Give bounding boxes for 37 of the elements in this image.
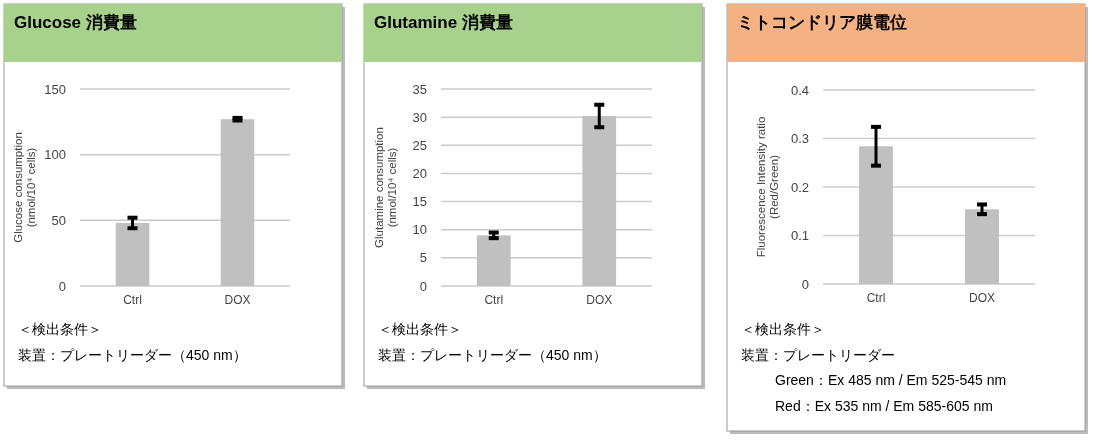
y-tick-label: 20 bbox=[412, 165, 427, 181]
text: Red：Ex 535 nm / Em 585-605 nm bbox=[775, 397, 993, 414]
y-tick-label: 5 bbox=[419, 250, 427, 266]
y-tick-label: 50 bbox=[51, 212, 66, 228]
text: 装置：プレートリーダー bbox=[741, 346, 895, 363]
chart-title: Glucose 消費量 bbox=[14, 13, 137, 32]
chart-title: ミトコンドリア膜電位 bbox=[737, 13, 907, 32]
y-axis-title: Glucose consumption (nmol/10⁴ cells) bbox=[11, 132, 37, 243]
y-axis-title: Fluorescence Intensity ratio (Red/Green) bbox=[754, 116, 780, 258]
text: 装置：プレートリーダー（450 nm） bbox=[18, 346, 247, 363]
y-tick-label: 0.3 bbox=[790, 131, 809, 146]
y-tick-label: 0 bbox=[419, 278, 427, 294]
text: Green：Ex 485 nm / Em 525-545 nm bbox=[775, 372, 1007, 388]
y-tick-label: 0.4 bbox=[790, 82, 809, 98]
y-tick-label: 0.1 bbox=[790, 228, 809, 243]
y-tick-label: 100 bbox=[44, 147, 66, 163]
text: 装置：プレートリーダー（450 nm） bbox=[378, 346, 607, 363]
y-tick-label: 30 bbox=[412, 109, 427, 125]
chart-title: Glutamine 消費量 bbox=[374, 13, 513, 32]
x-tick-label: Ctrl bbox=[484, 293, 504, 307]
text: ＜検出条件＞ bbox=[18, 321, 102, 337]
x-tick-label: DOX bbox=[968, 291, 996, 305]
text: ＜検出条件＞ bbox=[378, 321, 462, 337]
x-tick-label: DOX bbox=[586, 293, 613, 307]
x-tick-label: Ctrl bbox=[123, 293, 142, 307]
y-tick-label: 35 bbox=[412, 81, 427, 97]
y-tick-label: 0.2 bbox=[790, 179, 809, 195]
x-tick-label: DOX bbox=[224, 293, 251, 307]
text: ＜検出条件＞ bbox=[741, 321, 825, 337]
x-tick-label: Ctrl bbox=[866, 291, 886, 305]
y-axis-title: Glutamine consumption (nmol/10⁴ cells) bbox=[372, 127, 398, 248]
y-tick-label: 15 bbox=[412, 194, 427, 210]
y-tick-label: 150 bbox=[44, 81, 66, 97]
y-tick-label: 25 bbox=[412, 137, 427, 153]
y-tick-label: 10 bbox=[412, 222, 427, 238]
y-tick-label: 0 bbox=[801, 276, 809, 292]
y-tick-label: 0 bbox=[58, 278, 66, 294]
